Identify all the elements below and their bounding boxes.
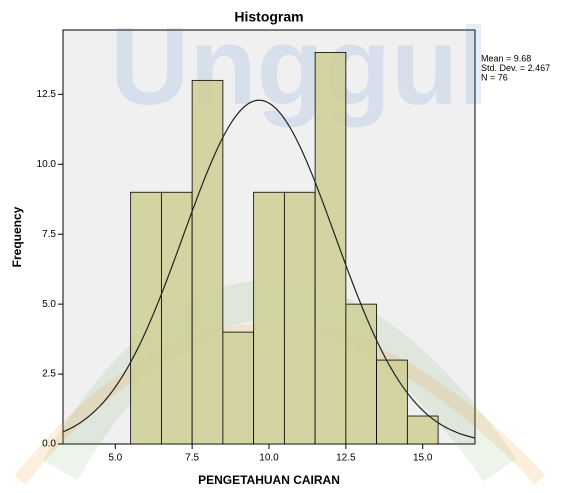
x-tick-label: 15.0 bbox=[413, 453, 433, 464]
bar bbox=[283, 191, 316, 445]
bar bbox=[222, 331, 255, 445]
bar bbox=[160, 191, 193, 445]
y-tick-label: 2.5 bbox=[42, 369, 56, 380]
annotation: Std. Dev. = 2.467 bbox=[481, 63, 550, 73]
y-tick-label: 10.0 bbox=[37, 159, 57, 170]
bar bbox=[345, 303, 378, 445]
normal-curve bbox=[62, 99, 476, 439]
bar bbox=[253, 191, 285, 445]
x-tick-label: 10.0 bbox=[259, 453, 279, 464]
x-tick-label: 12.5 bbox=[336, 453, 356, 464]
bar bbox=[406, 415, 439, 445]
y-axis-label: Frequency bbox=[10, 206, 24, 267]
annotation: N = 76 bbox=[481, 72, 508, 82]
bar bbox=[376, 359, 408, 445]
x-tick-label: 5.0 bbox=[108, 453, 122, 464]
y-tick-label: 5.0 bbox=[42, 299, 56, 310]
y-tick-label: 12.5 bbox=[37, 89, 57, 100]
y-tick-label: 0.0 bbox=[42, 439, 56, 450]
annotation: Mean = 9.68 bbox=[481, 53, 531, 63]
x-tick-label: 7.5 bbox=[185, 453, 199, 464]
watermark: Unggul bbox=[110, 5, 489, 128]
x-axis-label: PENGETAHUAN CAIRAN bbox=[198, 473, 340, 487]
bar bbox=[314, 51, 347, 445]
bar bbox=[130, 191, 162, 445]
y-tick-label: 7.5 bbox=[42, 229, 56, 240]
bar bbox=[191, 79, 224, 445]
chart-title: Histogram bbox=[234, 9, 303, 25]
